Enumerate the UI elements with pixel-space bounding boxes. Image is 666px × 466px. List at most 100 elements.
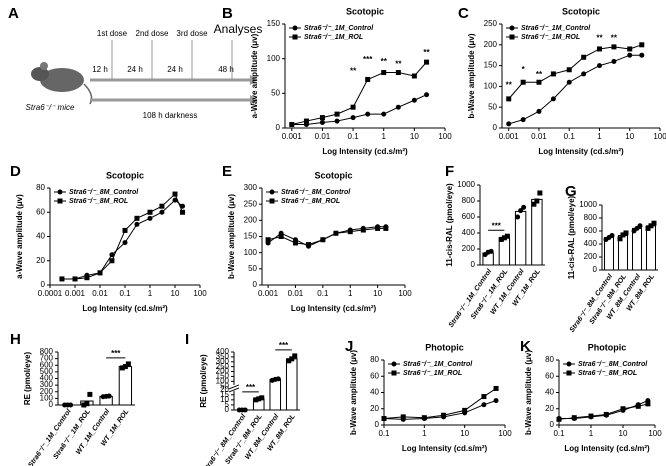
x-tick-label: 0.01 (288, 289, 304, 298)
x-tick-label: 10 (625, 132, 634, 141)
chart-j: J Photopic b-Wave amplitude (μv) 0 20 40 60 80 0… (345, 338, 512, 453)
series-line (383, 388, 497, 419)
y-tick-label: 100 (244, 248, 258, 257)
y-tick-label: 250 (216, 362, 230, 371)
legend-label: Stra6⁻/⁻_1M_Control (403, 361, 473, 368)
y-tick-label: 0 (49, 400, 54, 409)
y-tick-label: 250 (484, 19, 498, 28)
y-tick-label: 600 (40, 360, 54, 369)
y-axis-label: RE (pmol/eye) (23, 351, 32, 405)
y-tick-label: 800 (584, 213, 598, 222)
x-tick-label: 0.01 (315, 132, 331, 141)
y-axis-label: a-Wave amplitude (μv) (250, 33, 259, 118)
chart-title: Scotopic (314, 170, 352, 180)
marker (334, 111, 340, 117)
marker (596, 46, 602, 52)
panel-letter: H (10, 331, 21, 348)
significance: *** (246, 383, 256, 392)
x-axis-label: Log Intensity (cd.s/m²) (538, 147, 624, 156)
x-tick-label: 10 (171, 289, 180, 298)
legend-label: Stra6⁻/⁻_8M_Control (69, 189, 139, 196)
x-tick-label: 1 (589, 429, 594, 438)
marker (259, 395, 265, 401)
marker (609, 233, 615, 239)
y-tick-label: 300 (216, 357, 230, 366)
y-tick-label: 150 (244, 232, 258, 241)
marker (617, 236, 623, 242)
x-axis-label: Log Intensity (cd.s/m²) (402, 444, 488, 453)
marker (275, 376, 281, 382)
marker (84, 401, 90, 407)
legend-label: Stra6⁻/⁻_8M_Control (578, 361, 648, 368)
marker (381, 416, 387, 421)
marker (462, 407, 468, 413)
series-line (61, 193, 183, 280)
y-tick-label: 50 (220, 381, 229, 390)
bar (514, 210, 527, 266)
y-axis-label: a-Wave amplitude (μv) (15, 194, 24, 279)
y-tick-label: 1000 (579, 200, 597, 209)
x-tick-label: 1 (148, 289, 153, 298)
marker (292, 34, 298, 40)
y-tick-label: 150 (216, 372, 230, 381)
y-tick-label: 300 (40, 380, 54, 389)
x-tick-label: 0.001 (282, 132, 303, 141)
marker (383, 225, 389, 231)
panel-letter: J (345, 338, 353, 355)
chart-g: G11-cis-RAL (pmol/eye) 02004006008001000S… (565, 183, 658, 334)
y-tick-label: 150 (484, 61, 498, 70)
y-tick-label: 0 (276, 123, 281, 132)
legend-label: Stra6⁻/⁻_8M_ROL (281, 198, 340, 205)
y-tick-label: 200 (484, 40, 498, 49)
marker (350, 115, 356, 121)
marker (536, 79, 542, 85)
marker (623, 230, 629, 236)
marker (627, 52, 633, 58)
marker (81, 402, 87, 408)
y-tick-label: 0 (550, 420, 555, 429)
marker (581, 54, 587, 60)
x-tick-label: 0.001 (499, 132, 520, 141)
bar (632, 227, 642, 271)
axis-break (230, 384, 238, 391)
significance: ** (506, 81, 513, 90)
marker (534, 198, 540, 204)
marker (481, 402, 487, 408)
bar (285, 358, 298, 411)
mouse-body (40, 68, 84, 92)
marker (119, 365, 125, 371)
y-tick-label: 0 (493, 123, 498, 132)
marker (611, 58, 617, 64)
marker (518, 208, 524, 214)
y-tick-label: 20 (220, 385, 229, 394)
marker (106, 393, 112, 399)
x-tick-label: 0.1 (119, 289, 131, 298)
panel-letter: I (185, 331, 189, 348)
panel-letter: B (222, 5, 233, 22)
y-tick-label: 60 (36, 207, 45, 216)
marker (172, 191, 178, 197)
marker (256, 396, 262, 402)
marker (289, 122, 295, 128)
y-tick-label: 200 (584, 252, 598, 261)
x-tick-label: 0.1 (317, 289, 329, 298)
y-tick-label: 20 (545, 404, 554, 413)
y-tick-label: 300 (244, 183, 258, 192)
legend-label: Stra6⁻/⁻_1M_Control (521, 25, 591, 32)
marker (125, 361, 131, 367)
marker (84, 275, 90, 281)
marker (531, 201, 537, 207)
dose-label: 1st dose (97, 29, 128, 38)
marker (620, 406, 626, 412)
marker (651, 220, 657, 226)
significance: ** (381, 57, 388, 66)
marker (391, 361, 397, 367)
marker (603, 411, 609, 417)
bar (646, 225, 656, 271)
marker (395, 104, 401, 110)
marker (269, 198, 275, 204)
marker (488, 248, 494, 254)
mouse-head (31, 67, 49, 81)
y-axis-label: b-Wave amplitude (μv) (227, 194, 236, 279)
